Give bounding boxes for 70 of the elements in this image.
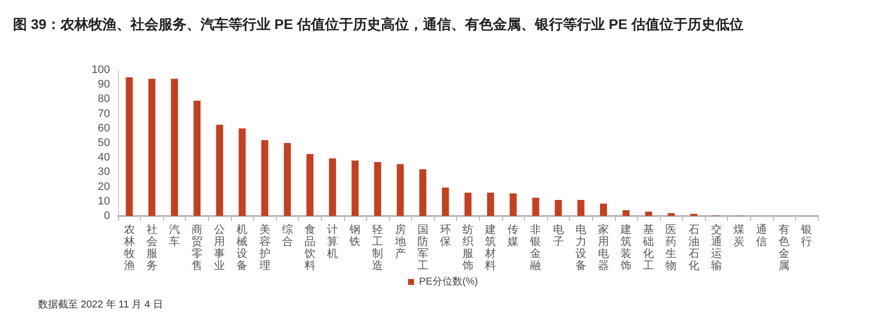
y-tick-label: 50 (98, 137, 110, 149)
x-tick-label: 非银金融 (529, 223, 542, 272)
chart-title: 图 39：农林牧渔、社会服务、汽车等行业 PE 估值位于历史高位，通信、有色金属、银行等行业 PE 估值位于历史低位 (13, 16, 744, 32)
bar (532, 198, 540, 216)
y-tick-label: 80 (98, 93, 110, 106)
bar (577, 200, 584, 216)
y-tick-label: 40 (98, 152, 110, 164)
x-tick-label: 环保 (440, 224, 451, 248)
bar (329, 158, 336, 216)
bar (216, 124, 224, 216)
bar (284, 143, 291, 216)
x-tick-label: 医药生物 (666, 224, 677, 272)
x-tick-label: 基础化工 (642, 223, 654, 272)
x-tick-label: 商贸零售 (192, 223, 203, 272)
bar (645, 212, 652, 216)
bar (170, 78, 178, 216)
x-tick-label: 交通运输 (710, 223, 722, 272)
x-tick-label: 通信 (756, 223, 768, 248)
x-tick-label: 社会服务 (146, 223, 158, 272)
bar (622, 210, 630, 216)
x-tick-label: 家用电器 (598, 223, 609, 272)
bar (510, 193, 517, 216)
x-tick-label: 传媒 (508, 224, 519, 248)
x-tick-label: 钢铁 (348, 224, 361, 248)
bar (238, 128, 246, 216)
bar (487, 192, 494, 216)
y-tick-label: 20 (98, 180, 110, 193)
x-tick-label: 房地产 (394, 223, 406, 260)
y-tick-label: 60 (98, 122, 110, 134)
bar (374, 162, 382, 216)
legend-label: PE分位数(%) (419, 276, 478, 288)
y-tick-label: 100 (92, 64, 110, 76)
x-tick-label: 建筑装饰 (620, 223, 632, 272)
bar (668, 213, 675, 216)
x-tick-label: 电子 (552, 223, 564, 248)
x-tick-label: 煤炭 (733, 224, 744, 248)
bar (126, 77, 133, 216)
bar (554, 200, 562, 216)
x-tick-label: 综合 (282, 223, 293, 248)
bar (148, 78, 156, 216)
x-tick-label: 美容护理 (258, 223, 270, 272)
x-tick-label: 机械设备 (236, 224, 248, 272)
x-tick-label: 纺织服饰 (462, 223, 474, 272)
text: 数据截至 2022 年 11 月 4 日 (38, 298, 163, 310)
bar (194, 100, 201, 216)
x-tick-label: 电力设备 (575, 223, 586, 272)
y-tick-label: 10 (98, 195, 110, 208)
bar (261, 140, 268, 216)
bar (352, 160, 359, 216)
y-tick-label: 90 (98, 78, 110, 91)
x-tick-label: 国防军工 (417, 224, 428, 272)
x-tick-label: 建筑材料 (484, 223, 496, 272)
bar (419, 169, 426, 216)
x-tick-label: 轻工制造 (372, 224, 384, 272)
bar (396, 164, 404, 216)
bar (600, 204, 607, 216)
y-tick-label: 0 (104, 210, 110, 222)
y-tick-label: 70 (98, 108, 110, 120)
x-tick-label: 农林牧渔 (122, 224, 135, 272)
x-tick-label: 银行 (800, 224, 812, 248)
bar (306, 154, 314, 216)
x-tick-label: 公用事业 (214, 224, 226, 272)
x-tick-label: 石油石化 (688, 224, 700, 272)
bar (442, 188, 449, 216)
x-tick-label: 汽车 (168, 224, 180, 248)
x-tick-label: 有色金属 (778, 224, 790, 272)
x-tick-label: 食品饮料 (303, 224, 316, 272)
x-tick-label: 计算机 (327, 223, 338, 260)
y-tick-label: 30 (98, 166, 110, 178)
bar (464, 192, 472, 216)
